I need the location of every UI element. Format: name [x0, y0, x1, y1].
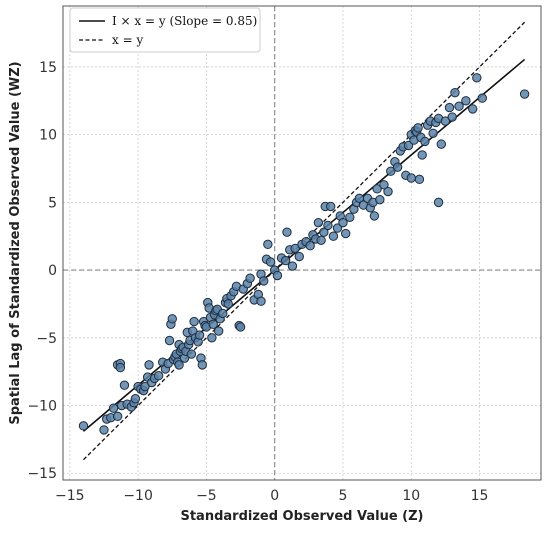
- data-points: [78, 73, 530, 435]
- data-point: [369, 211, 380, 221]
- data-point: [294, 251, 304, 262]
- data-point: [403, 140, 414, 151]
- data-point: [417, 150, 427, 160]
- data-point: [265, 257, 276, 267]
- y-axis-label: Spatial Lag of Standardized Observed Val…: [8, 61, 23, 424]
- data-point: [420, 136, 430, 147]
- data-point: [428, 128, 438, 139]
- data-point: [189, 316, 199, 327]
- data-point: [323, 220, 333, 231]
- y-tick-label: 5: [48, 195, 57, 211]
- data-point: [519, 89, 530, 99]
- data-point: [319, 227, 329, 237]
- data-point: [414, 174, 425, 185]
- data-point: [372, 184, 382, 194]
- data-point: [450, 87, 460, 98]
- data-point: [386, 166, 396, 176]
- data-point: [280, 255, 291, 266]
- data-point: [316, 235, 326, 245]
- x-tick-label: 10: [402, 488, 420, 504]
- data-point: [313, 217, 324, 228]
- legend-dashed-line-label: x = y: [112, 33, 143, 47]
- data-point: [433, 197, 444, 208]
- data-point: [153, 371, 164, 381]
- data-point: [164, 335, 175, 346]
- data-point: [454, 101, 464, 111]
- data-point: [375, 194, 385, 205]
- x-tick-label: 15: [471, 488, 489, 504]
- data-point: [328, 231, 339, 241]
- data-point: [208, 319, 218, 329]
- data-point: [213, 326, 224, 336]
- x-tick-label: −10: [123, 488, 153, 504]
- data-point: [218, 308, 228, 319]
- reference-lines: [63, 6, 541, 480]
- data-point: [78, 421, 89, 431]
- data-point: [282, 227, 292, 237]
- tick-labels: −15 −10 −5 0 5 10 15 −15 −10 −5 0 5 10 15: [27, 60, 488, 504]
- data-point: [144, 360, 154, 370]
- x-tick-label: 5: [339, 488, 348, 504]
- x-axis-label: Standardized Observed Value (Z): [180, 509, 423, 524]
- data-point: [259, 276, 269, 286]
- data-point: [472, 73, 482, 83]
- data-point: [447, 112, 457, 122]
- y-tick-label: 10: [39, 128, 57, 144]
- data-point: [379, 180, 389, 190]
- legend-box: [69, 7, 261, 53]
- data-point: [290, 243, 300, 254]
- data-point: [436, 139, 447, 149]
- data-point: [186, 349, 197, 359]
- plot-frame: [62, 5, 542, 481]
- data-point: [332, 223, 343, 233]
- data-point: [174, 360, 184, 370]
- data-point: [207, 333, 217, 343]
- data-point: [115, 362, 126, 373]
- x-tick-label: −15: [55, 488, 85, 504]
- data-point: [108, 403, 119, 413]
- data-point: [223, 299, 233, 309]
- data-point: [119, 380, 130, 390]
- grid-lines: [63, 6, 541, 480]
- x-tick-label: 0: [270, 488, 279, 504]
- data-point: [338, 217, 348, 228]
- data-point: [461, 96, 471, 106]
- y-tick-label: 15: [39, 60, 57, 76]
- data-point: [468, 104, 478, 114]
- data-point: [245, 273, 255, 283]
- data-point: [112, 411, 123, 422]
- data-point: [383, 186, 393, 197]
- data-point: [444, 102, 455, 113]
- data-point: [99, 425, 109, 435]
- data-point: [440, 116, 451, 126]
- y-tick-label: 0: [48, 263, 57, 279]
- data-point: [130, 394, 141, 404]
- data-point: [197, 360, 208, 370]
- data-point: [345, 212, 355, 222]
- legend: I × x = y (Slope = 0.85) x = y: [69, 7, 261, 53]
- data-point: [406, 173, 416, 183]
- data-point: [341, 228, 351, 239]
- data-point: [235, 322, 246, 332]
- data-point: [305, 241, 315, 251]
- x-tick-label: −5: [196, 488, 217, 504]
- legend-solid-line-label: I × x = y (Slope = 0.85): [112, 14, 257, 28]
- data-point: [272, 270, 283, 281]
- y-tick-label: −15: [27, 466, 57, 482]
- data-point: [256, 296, 266, 306]
- y-tick-label: −5: [36, 331, 57, 347]
- data-point: [140, 381, 150, 392]
- data-point: [167, 314, 177, 324]
- data-point: [194, 330, 205, 340]
- data-point: [287, 261, 298, 271]
- data-point: [392, 162, 403, 172]
- data-point: [477, 93, 487, 103]
- y-tick-label: −10: [27, 399, 57, 415]
- data-point: [263, 239, 273, 250]
- data-point: [325, 201, 336, 212]
- data-point: [413, 123, 423, 133]
